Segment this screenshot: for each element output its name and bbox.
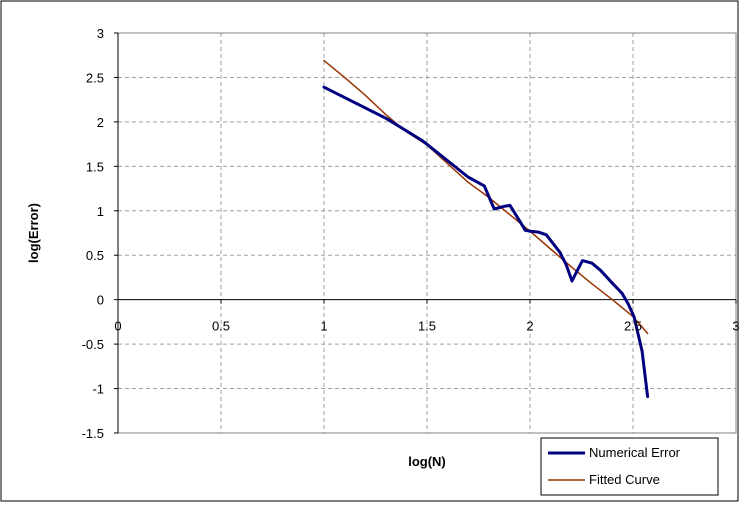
plot-series xyxy=(322,59,650,399)
y-tick-label: 3 xyxy=(97,26,104,41)
series-line-numerical-error xyxy=(322,85,650,399)
plot-axes xyxy=(114,32,737,434)
y-tick-label: 0.5 xyxy=(86,248,104,263)
y-tick-label: 1 xyxy=(97,204,104,219)
y-tick-label: -0.5 xyxy=(82,337,104,352)
y-tick-label: 1.5 xyxy=(86,159,104,174)
x-tick-label: 0.5 xyxy=(212,319,230,334)
x-axis-title: log(N) xyxy=(408,454,446,469)
y-tick-label: 2 xyxy=(97,115,104,130)
legend: Numerical Error Fitted Curve xyxy=(540,437,719,496)
y-tick-label: -1 xyxy=(92,382,104,397)
x-tick-label: 3 xyxy=(732,319,739,334)
x-tick-label: 2 xyxy=(526,319,533,334)
x-tick-label: 1.5 xyxy=(418,319,436,334)
plot-grid xyxy=(118,33,736,433)
x-tick-label: 0 xyxy=(114,319,121,334)
y-axis-title: log(Error) xyxy=(26,203,41,263)
legend-label-fitted-curve: Fitted Curve xyxy=(589,472,660,487)
y-tick-label: 0 xyxy=(97,293,104,308)
x-tick-label: 1 xyxy=(320,319,327,334)
y-tick-label: -1.5 xyxy=(82,426,104,441)
x-tick-label: 2.5 xyxy=(624,319,642,334)
legend-box xyxy=(540,437,719,496)
y-tick-label: 2.5 xyxy=(86,70,104,85)
legend-label-numerical-error: Numerical Error xyxy=(589,445,681,460)
plot-ticks: -1.5 -1 -0.5 0 0.5 1 1.5 2 2.5 3 0 0.5 1 1.5 2 2.5 3 xyxy=(82,26,740,441)
